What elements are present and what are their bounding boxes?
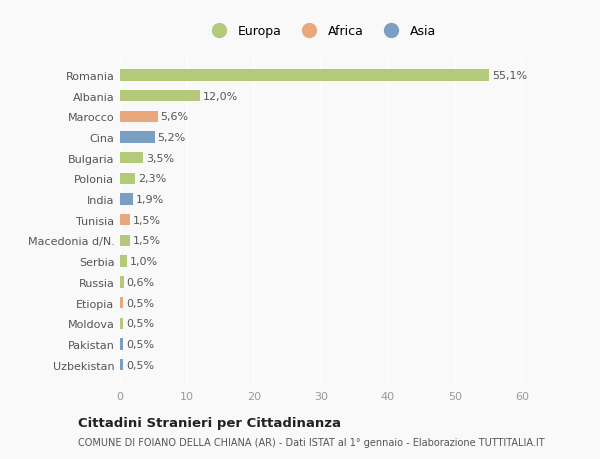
Bar <box>120 235 130 246</box>
Legend: Europa, Africa, Asia: Europa, Africa, Asia <box>202 22 440 42</box>
Bar <box>120 339 124 350</box>
Text: 0,5%: 0,5% <box>126 298 154 308</box>
Bar <box>120 215 130 226</box>
Text: 1,9%: 1,9% <box>136 195 164 205</box>
Text: 2,3%: 2,3% <box>138 174 166 184</box>
Text: 0,5%: 0,5% <box>126 339 154 349</box>
Text: 1,0%: 1,0% <box>130 257 158 267</box>
Text: 55,1%: 55,1% <box>492 71 527 81</box>
Text: 0,6%: 0,6% <box>127 277 155 287</box>
Bar <box>120 112 158 123</box>
Text: 5,6%: 5,6% <box>160 112 188 122</box>
Bar <box>120 318 124 329</box>
Bar <box>120 91 200 102</box>
Bar <box>120 297 124 308</box>
Bar <box>120 132 155 143</box>
Text: 12,0%: 12,0% <box>203 91 238 101</box>
Bar <box>120 359 124 370</box>
Text: COMUNE DI FOIANO DELLA CHIANA (AR) - Dati ISTAT al 1° gennaio - Elaborazione TUT: COMUNE DI FOIANO DELLA CHIANA (AR) - Dat… <box>78 437 545 447</box>
Text: 5,2%: 5,2% <box>158 133 186 143</box>
Bar <box>120 174 136 185</box>
Bar <box>120 70 489 81</box>
Bar <box>120 256 127 267</box>
Bar <box>120 194 133 205</box>
Text: 1,5%: 1,5% <box>133 236 161 246</box>
Bar <box>120 277 124 288</box>
Bar <box>120 153 143 164</box>
Text: 1,5%: 1,5% <box>133 215 161 225</box>
Text: 3,5%: 3,5% <box>146 153 174 163</box>
Text: 0,5%: 0,5% <box>126 319 154 329</box>
Text: 0,5%: 0,5% <box>126 360 154 370</box>
Text: Cittadini Stranieri per Cittadinanza: Cittadini Stranieri per Cittadinanza <box>78 416 341 429</box>
